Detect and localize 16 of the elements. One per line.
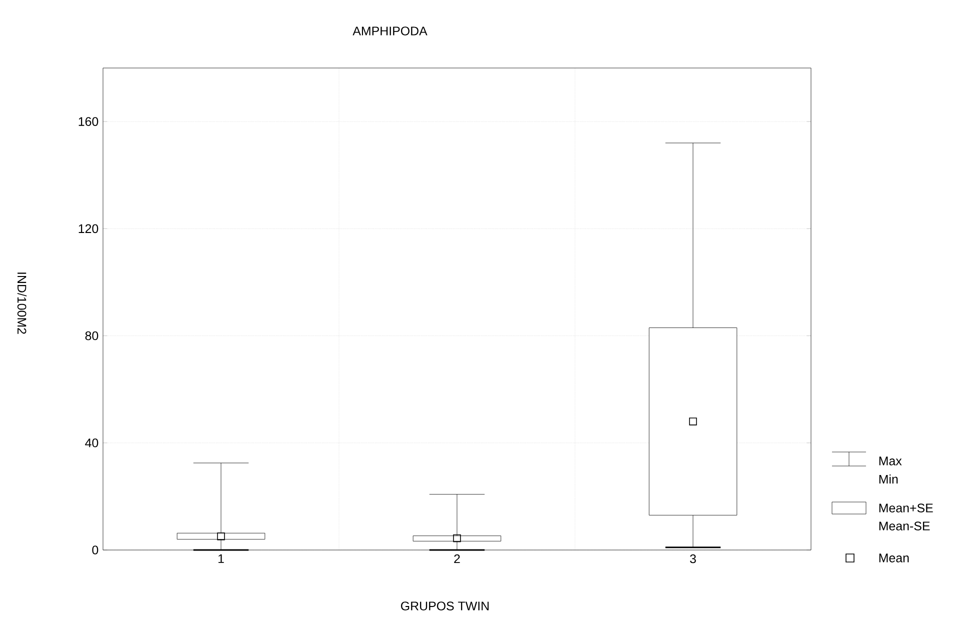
y-axis-title: IND/100M2: [17, 272, 27, 334]
x-axis-title: GRUPOS TWIN: [401, 602, 489, 610]
text: Mean: [879, 554, 909, 562]
x-tick-label: 2: [454, 554, 460, 564]
y-tick-label: 0: [92, 546, 98, 554]
x-tick-label: 1: [218, 554, 224, 563]
y-tick-label: 160: [78, 117, 98, 126]
text: Mean+SE: [879, 504, 933, 512]
y-tick-label: 40: [85, 438, 98, 448]
x-tick-label: 3: [690, 554, 696, 564]
y-tick-label: 80: [85, 331, 98, 340]
text: Min: [879, 474, 898, 484]
chart-title: AMPHIPODA: [352, 26, 428, 36]
text: Max: [879, 456, 902, 466]
text: Mean-SE: [879, 522, 930, 530]
y-tick-label: 120: [78, 224, 98, 234]
